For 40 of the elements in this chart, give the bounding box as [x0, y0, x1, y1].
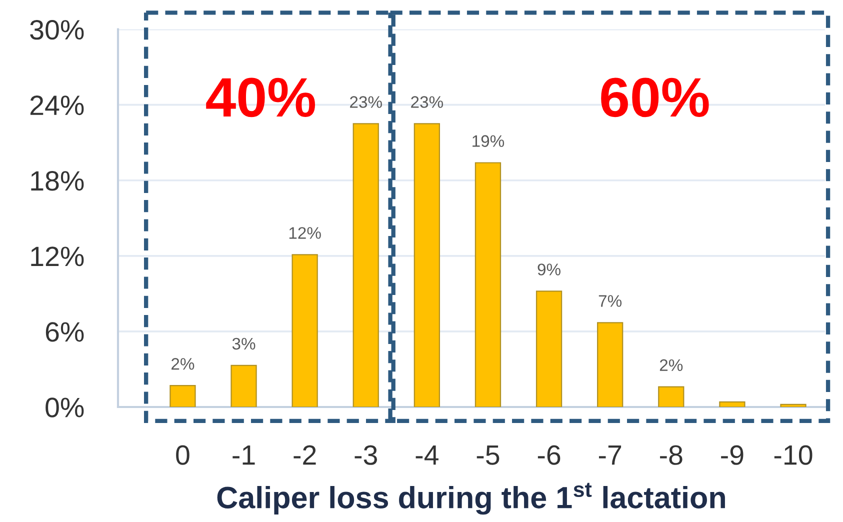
annotation: 60% [601, 78, 709, 118]
x-tick-label: -2 [294, 445, 316, 465]
x-tick-label: -4 [416, 446, 438, 465]
data-label: 19% [472, 135, 504, 147]
data-label: 7% [598, 295, 622, 307]
y-tick-label: 30% [30, 20, 84, 40]
annotation: 40% [206, 78, 315, 118]
data-label: 23% [350, 96, 382, 108]
bar [292, 254, 318, 407]
bar [597, 322, 624, 407]
bar [474, 162, 502, 407]
x-tick-label: -3 [354, 445, 378, 465]
bar [536, 290, 562, 407]
bar [230, 364, 257, 407]
data-label: 2% [172, 358, 194, 370]
x-tick-label: -9 [721, 445, 744, 465]
data-label: 12% [289, 227, 321, 239]
data-label: 23% [411, 96, 444, 108]
data-label: 3% [232, 338, 256, 350]
bar [658, 386, 684, 407]
bar [414, 123, 440, 407]
x-tick-label: -7 [598, 446, 622, 465]
bar [170, 385, 196, 407]
x-tick-label: -8 [660, 445, 682, 465]
bar [352, 123, 379, 407]
x-tick-label: -6 [538, 445, 560, 465]
x-axis-title: Caliper loss during the 1$^{st}$ lactation [217, 482, 725, 515]
y-tick-label: 6% [46, 322, 84, 342]
bar [719, 401, 746, 407]
bar [780, 404, 806, 407]
data-label: 9% [538, 264, 560, 276]
x-tick-label: -10 [774, 445, 812, 465]
x-tick-label: -1 [232, 446, 255, 465]
y-tick-label: 24% [30, 96, 84, 116]
x-tick-label: 0 [176, 445, 190, 465]
y-tick-label: 12% [31, 246, 84, 266]
data-label: 2% [660, 359, 683, 371]
x-tick-label: -5 [476, 446, 500, 465]
y-tick-label: 18% [31, 171, 84, 191]
y-tick-label: 0% [46, 398, 84, 418]
